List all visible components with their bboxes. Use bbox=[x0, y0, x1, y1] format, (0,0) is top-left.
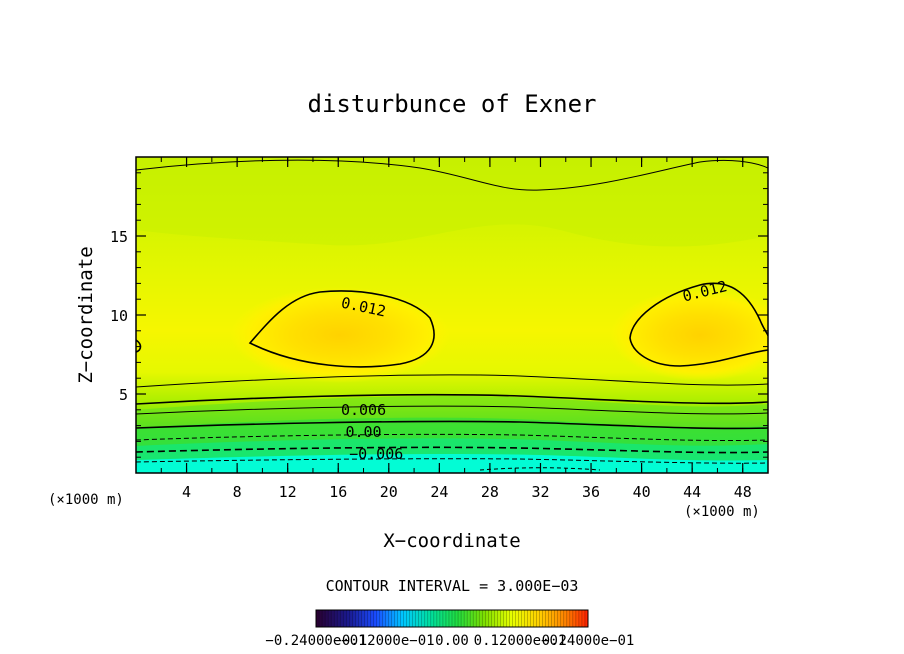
contour-line bbox=[136, 374, 768, 388]
contour-field bbox=[136, 157, 768, 473]
contour-line-negative bbox=[136, 433, 768, 442]
x-tick-label: 36 bbox=[582, 483, 600, 501]
x-tick-label: 4 bbox=[182, 483, 191, 501]
y-axis-unit: (×1000 m) bbox=[48, 492, 124, 508]
contour-lines bbox=[136, 159, 768, 471]
field-band bbox=[136, 157, 768, 247]
y-tick-label: 5 bbox=[119, 386, 128, 404]
contour-label-group: −0.006 bbox=[349, 445, 403, 463]
field-maximum bbox=[230, 287, 450, 383]
colorbar-stripes bbox=[318, 610, 586, 627]
colorbar-label: −0.12000e−01 bbox=[333, 633, 434, 649]
x-tick-label: 16 bbox=[329, 483, 347, 501]
x-tick-label: 24 bbox=[430, 483, 448, 501]
x-tick-label: 48 bbox=[734, 483, 752, 501]
contour-label-group: 0.00 bbox=[345, 423, 381, 441]
chart-title: disturbunce of Exner bbox=[308, 90, 597, 118]
contour-line-negative bbox=[136, 446, 768, 454]
contour-label: 0.006 bbox=[341, 401, 386, 419]
contour-label-group: 0.006 bbox=[341, 401, 386, 419]
y-axis-label: Z−coordinate bbox=[75, 246, 97, 383]
y-tick-label: 10 bbox=[110, 307, 128, 325]
field-maximum bbox=[610, 289, 768, 381]
x-tick-label: 12 bbox=[279, 483, 297, 501]
contour-interval-text: CONTOUR INTERVAL = 3.000E−03 bbox=[326, 577, 579, 595]
colorbar-label: 0.00 bbox=[435, 633, 469, 649]
colorbar-fill bbox=[315, 609, 589, 628]
colorbar-labels: −0.24000e−01−0.12000e−01 0.00 0.12000e−010… bbox=[265, 633, 634, 649]
colorbar: −0.24000e−01−0.12000e−01 0.00 0.12000e−010… bbox=[265, 609, 634, 649]
x-tick-label: 20 bbox=[380, 483, 398, 501]
x-tick-label: 32 bbox=[531, 483, 549, 501]
x-tick-label: 44 bbox=[683, 483, 701, 501]
contour-line-negative bbox=[479, 467, 601, 471]
colorbar-label: 0.24000e−01 bbox=[542, 633, 635, 649]
colorbar-label: −0.24000e−01 bbox=[265, 633, 366, 649]
field-band bbox=[136, 453, 768, 473]
contour-line-0.012 bbox=[248, 290, 435, 368]
contour-label: −0.006 bbox=[349, 445, 403, 463]
y-tick-label: 15 bbox=[110, 228, 128, 246]
contour-label: 0.00 bbox=[345, 423, 381, 441]
x-tick-label: 8 bbox=[233, 483, 242, 501]
contour-line-negative bbox=[136, 458, 768, 464]
contour-line bbox=[136, 159, 768, 191]
x-axis-unit: (×1000 m) bbox=[684, 504, 760, 520]
contour-line-0.00 bbox=[136, 420, 768, 430]
contour-line bbox=[136, 405, 768, 415]
x-tick-label: 28 bbox=[481, 483, 499, 501]
contour-line-0.006 bbox=[136, 393, 768, 405]
x-axis-label: X−coordinate bbox=[383, 530, 520, 552]
contour-line-0.012 bbox=[629, 282, 768, 367]
x-tick-label: 40 bbox=[633, 483, 651, 501]
colorbar-label: 0.12000e−01 bbox=[474, 633, 567, 649]
